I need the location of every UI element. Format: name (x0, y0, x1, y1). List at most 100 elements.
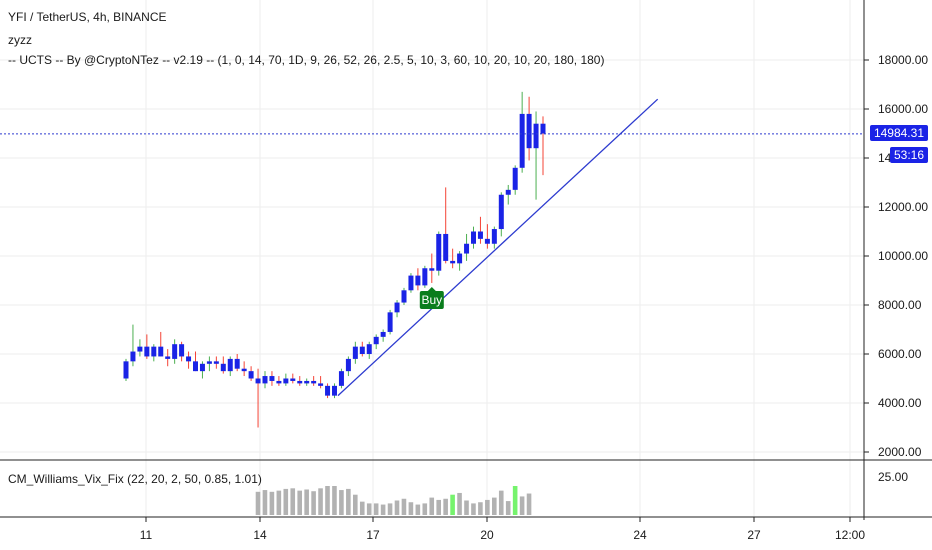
price-tick-label: 10000.00 (878, 249, 928, 263)
time-tick-label: 20 (480, 528, 494, 542)
bar-countdown-badge: 53:16 (889, 146, 928, 163)
vix-bar (366, 503, 372, 515)
candles (123, 91, 546, 428)
candle-body (172, 344, 178, 359)
candle-body (401, 290, 407, 303)
script-name[interactable]: zyzz (8, 33, 32, 47)
candle-body (151, 346, 157, 357)
vix-bar (373, 503, 379, 515)
vix-bar (339, 490, 344, 515)
candle-body (477, 231, 483, 239)
vix-bar (408, 502, 414, 515)
candle-body (491, 229, 497, 244)
vix-bar (311, 491, 316, 515)
candle-body (484, 238, 490, 244)
time-tick-label: 12:00 (835, 528, 865, 542)
buy-signal: Buy (419, 286, 444, 309)
candle-body (408, 275, 414, 291)
vix-bar (283, 488, 289, 515)
price-tick-label: 16000.00 (878, 102, 928, 116)
time-tick-label: 14 (253, 528, 267, 542)
candle-body (290, 378, 296, 381)
candle-body (262, 376, 268, 384)
candle-body (199, 363, 205, 372)
candle-body (241, 368, 247, 372)
trend-line[interactable] (337, 98, 659, 397)
candle-body (220, 363, 226, 372)
vix-bar (450, 494, 455, 515)
candle-body (429, 268, 435, 271)
vix-bar (526, 493, 532, 515)
vix-bar (318, 488, 323, 515)
candle-body (144, 346, 150, 357)
candle-body (227, 358, 233, 372)
vix-bar (464, 500, 469, 515)
vix-bar (457, 492, 462, 515)
price-tick-label: 4000.00 (878, 396, 922, 410)
candle-body (443, 233, 449, 261)
vix-bar (478, 502, 483, 515)
candle-body (158, 346, 164, 357)
vix-bar (401, 498, 407, 515)
candle-body (352, 346, 358, 359)
price-tick-label: 6000.00 (878, 347, 922, 361)
vix-bar (394, 500, 400, 515)
candle-body (464, 243, 470, 254)
candle-body (338, 371, 344, 386)
vix-bar (415, 504, 421, 515)
vix-bar (512, 486, 518, 515)
vix-axis-tick: 25.00 (878, 470, 908, 484)
price-tick-label: 12000.00 (878, 200, 928, 214)
candle-body (394, 302, 400, 313)
candle-body (526, 113, 532, 149)
vix-bar (255, 491, 261, 515)
candle-body (457, 253, 463, 264)
candle-body (179, 344, 185, 357)
candle-body (373, 336, 379, 345)
time-tick-label: 17 (366, 528, 380, 542)
candle-body (450, 260, 456, 264)
candle-body (318, 383, 324, 386)
vix-bar (262, 490, 268, 515)
time-axis[interactable]: 11 14 17 20 24 27 12:00 (140, 517, 866, 542)
vix-bar (290, 488, 296, 515)
vix-bar (297, 490, 302, 515)
candle-body (498, 194, 504, 230)
time-tick-label: 27 (747, 528, 761, 542)
vix-indicator-label[interactable]: CM_Williams_Vix_Fix (22, 20, 2, 50, 0.85… (8, 472, 262, 486)
candle-body (540, 123, 546, 134)
candle-body (345, 358, 351, 372)
candle-body (366, 344, 372, 354)
vix-bar (359, 501, 365, 515)
vix-bar (269, 491, 275, 515)
candle-body (269, 376, 275, 381)
price-axis[interactable]: 18000.0016000.0014000.0012000.0010000.00… (864, 53, 928, 459)
last-price-badge: 14984.31 (869, 124, 928, 141)
candle-body (304, 380, 310, 384)
candle-body (276, 380, 282, 384)
vix-bar (492, 497, 497, 515)
candle-body (332, 385, 337, 396)
candle-body (380, 331, 386, 337)
vix-bar (380, 504, 386, 515)
candle-body (505, 189, 511, 195)
indicator-settings[interactable]: -- UCTS -- By @CryptoNTez -- v2.19 -- (1… (8, 53, 605, 67)
candle-body (130, 351, 136, 362)
vix-bar (332, 486, 337, 515)
candle-body (436, 233, 442, 271)
vix-bar (443, 498, 448, 515)
candle-body (165, 356, 171, 359)
symbol-title[interactable]: YFI / TetherUS, 4h, BINANCE (8, 10, 167, 24)
vix-bar (498, 490, 504, 515)
candle-body (255, 378, 261, 384)
time-tick-label: 11 (140, 528, 153, 542)
price-tick-label: 18000.00 (878, 53, 928, 67)
price-tick-label: 2000.00 (878, 445, 922, 459)
candle-body (471, 231, 476, 244)
vix-bar (422, 503, 428, 515)
candle-body (387, 312, 393, 332)
vix-bar (353, 494, 358, 515)
buy-signal-label: Buy (421, 293, 442, 307)
vix-bar (519, 496, 525, 515)
